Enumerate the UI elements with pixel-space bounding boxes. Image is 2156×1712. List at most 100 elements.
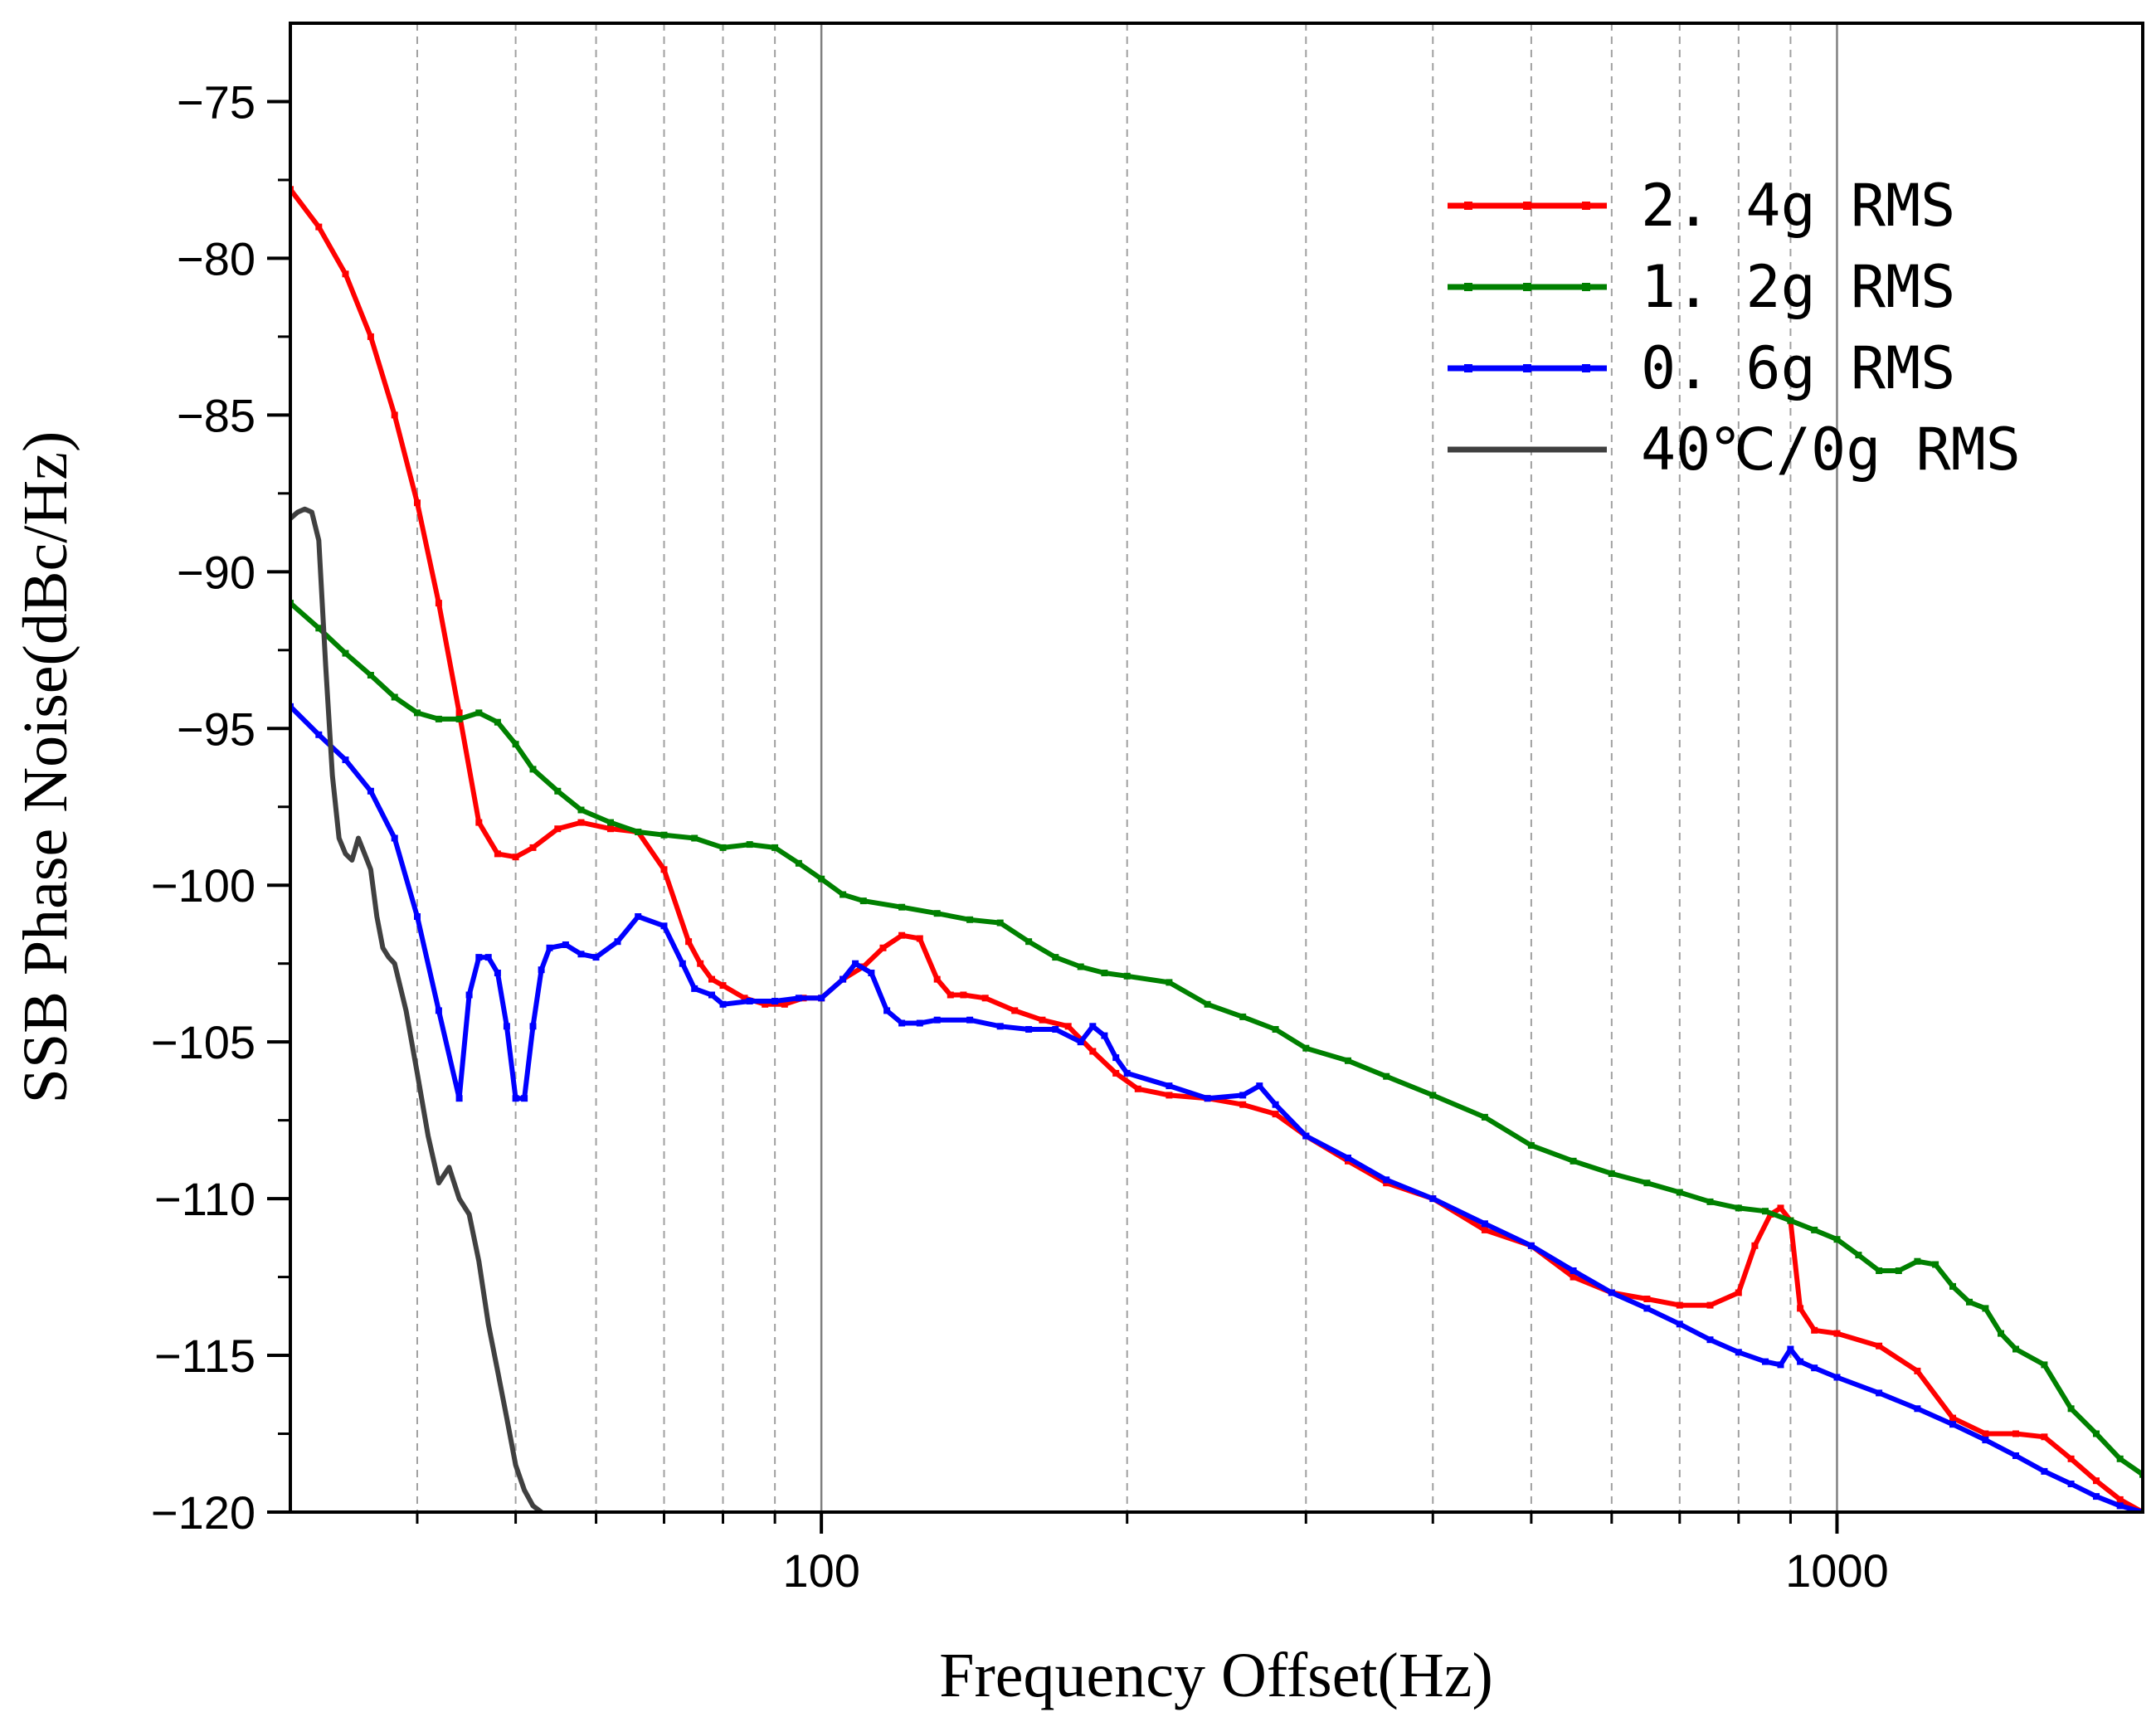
series-marker — [859, 897, 867, 905]
series-marker — [960, 991, 967, 999]
series-marker — [1811, 1364, 1818, 1372]
series-marker — [2012, 1345, 2019, 1353]
series-marker — [1811, 1326, 1818, 1334]
series-marker — [1762, 1208, 1769, 1215]
series-marker — [1932, 1261, 1939, 1268]
x-tick-label: 100 — [782, 1544, 859, 1597]
series-marker — [554, 787, 562, 795]
series-marker — [465, 991, 473, 999]
series-marker — [1527, 1141, 1535, 1149]
series-marker — [981, 995, 989, 1002]
series-marker — [898, 931, 906, 939]
series-marker — [1302, 1132, 1310, 1140]
series-marker — [781, 1000, 788, 1008]
series-marker — [391, 693, 398, 701]
series-marker — [1101, 1032, 1108, 1039]
series-marker — [2093, 1493, 2100, 1500]
series-marker — [1570, 1267, 1577, 1274]
y-tick-label: −115 — [154, 1330, 256, 1382]
series-marker — [1797, 1358, 1804, 1365]
series-marker — [1383, 1072, 1390, 1080]
series-marker — [719, 844, 727, 851]
tick-labels: 100 1000 −75 −80 −85 −90 −95 −100 −105 −110 −115 −1… — [151, 75, 1889, 1597]
y-axis-title: SSB Phase Noise(dBc/Hz) — [11, 431, 80, 1104]
series-marker — [494, 970, 501, 976]
series-marker — [1833, 1330, 1841, 1337]
series-marker — [795, 859, 802, 867]
series-marker — [1256, 1082, 1263, 1090]
series-marker — [2116, 1502, 2124, 1510]
series-marker — [529, 1023, 537, 1030]
series-marker — [1204, 1000, 1211, 1008]
series-marker — [1735, 1349, 1742, 1356]
series-marker — [577, 951, 585, 958]
series-marker — [1949, 1421, 1956, 1428]
series-marker — [2116, 1455, 2124, 1462]
series-marker — [512, 854, 519, 861]
series-marker — [2067, 1405, 2075, 1413]
series-marker — [1949, 1282, 1956, 1290]
series-marker — [1608, 1289, 1615, 1296]
series-marker — [1481, 1226, 1488, 1233]
series-marker — [1998, 1330, 2004, 1337]
series-marker — [475, 709, 483, 717]
series-marker — [966, 1016, 974, 1024]
series-marker — [607, 825, 614, 833]
series-marker — [546, 944, 553, 951]
series-marker — [1735, 1204, 1742, 1212]
series-marker — [1429, 1092, 1437, 1099]
series-marker — [1123, 1069, 1131, 1077]
series-marker — [391, 411, 398, 419]
series-marker — [1272, 1101, 1279, 1108]
series-marker — [1966, 1298, 1973, 1306]
legend-label: 2. 4g RMS — [1641, 172, 1955, 240]
y-tick-label: −75 — [177, 75, 256, 128]
series-marker — [679, 960, 686, 967]
series-marker — [1272, 1026, 1279, 1033]
series-marker — [1914, 1367, 1921, 1374]
series-marker — [2041, 1361, 2048, 1369]
series-marker — [660, 922, 668, 930]
series-marker — [1101, 970, 1108, 976]
series-marker — [1025, 938, 1033, 946]
series-marker — [1706, 1198, 1714, 1205]
series-marker — [1064, 1023, 1072, 1030]
series-marker — [933, 1016, 941, 1024]
series-marker — [1345, 1155, 1351, 1161]
series-marker — [1011, 1007, 1019, 1014]
series-marker — [1982, 1437, 1989, 1444]
series-marker — [852, 960, 859, 967]
series-marker — [1570, 1157, 1577, 1165]
series-marker — [2041, 1467, 2048, 1475]
series-marker — [1272, 1111, 1279, 1118]
series-marker — [1204, 1095, 1211, 1102]
series-marker — [2012, 1452, 2019, 1459]
series-marker — [1025, 1026, 1033, 1033]
series-marker — [367, 333, 374, 340]
series-marker — [435, 600, 442, 607]
series-marker — [635, 913, 642, 920]
series-marker — [1166, 1082, 1173, 1090]
series-marker — [660, 866, 668, 873]
series-line — [290, 187, 2143, 1512]
series-marker — [342, 756, 349, 764]
series-marker — [455, 715, 463, 722]
series-marker — [1643, 1305, 1651, 1312]
series-marker — [868, 970, 875, 976]
series-marker — [577, 819, 585, 826]
series-marker — [1982, 1430, 1989, 1437]
series-marker — [1982, 1305, 1989, 1312]
series-marker — [840, 891, 847, 898]
series-marker — [435, 715, 442, 722]
series-marker — [719, 1000, 727, 1008]
series-marker — [1833, 1374, 1841, 1381]
series-marker — [1134, 1085, 1141, 1092]
series-marker — [1166, 979, 1173, 986]
series-marker — [475, 954, 483, 961]
legend-marker — [1582, 283, 1590, 291]
series-marker — [1751, 1242, 1759, 1249]
series-marker — [512, 741, 519, 748]
series-marker — [1429, 1195, 1437, 1203]
series-marker — [762, 1000, 769, 1008]
